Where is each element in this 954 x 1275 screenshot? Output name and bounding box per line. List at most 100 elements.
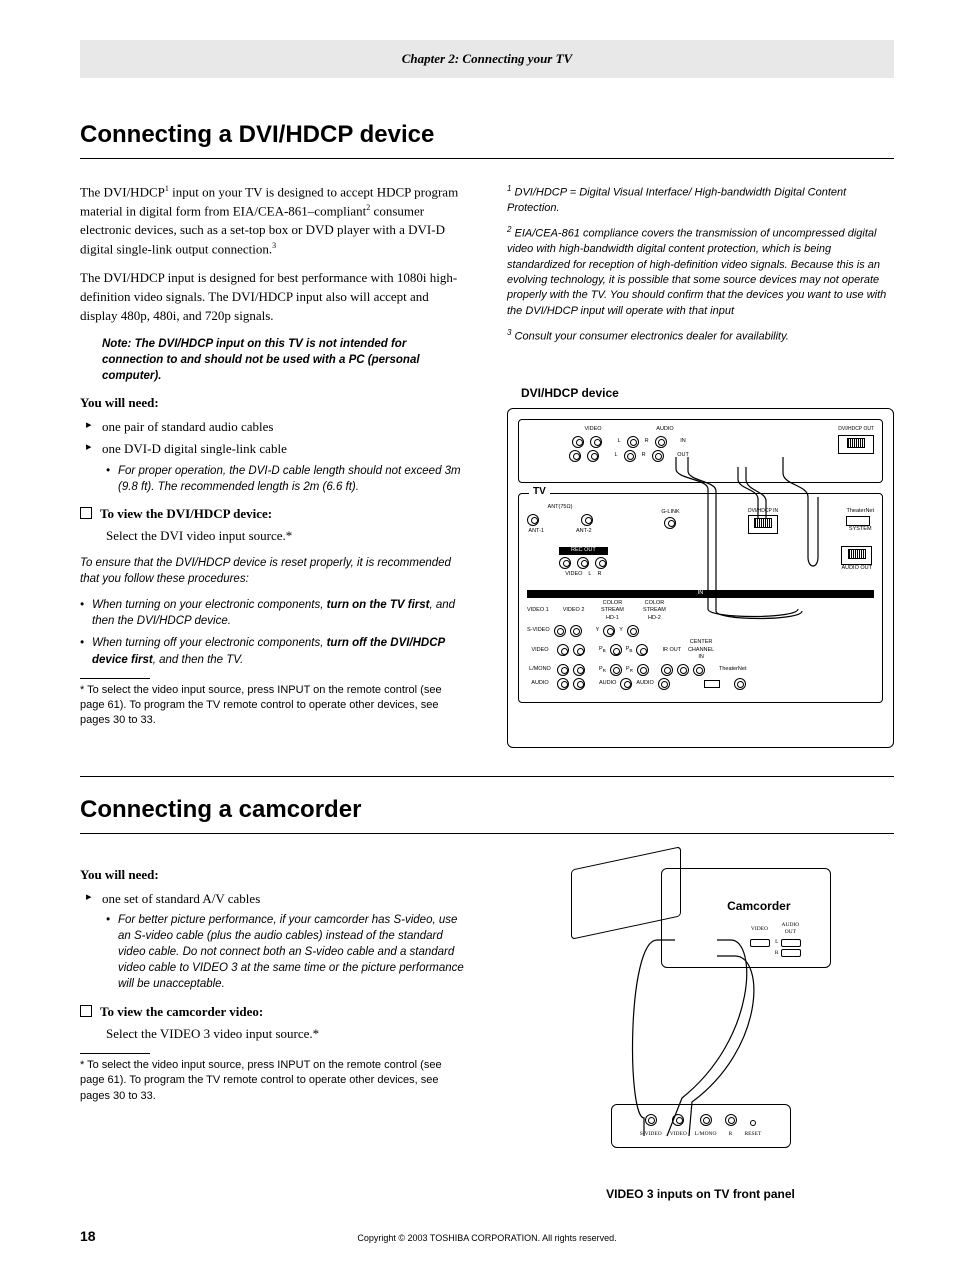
port-icon xyxy=(603,625,615,637)
vid-label: VIDEO xyxy=(565,571,582,579)
cam-body xyxy=(661,868,831,968)
port-icon xyxy=(693,664,705,676)
diagram1-label: DVI/HDCP device xyxy=(521,385,894,402)
irout-label: IR OUT xyxy=(662,647,681,655)
d-video-label: VIDEO xyxy=(573,426,613,434)
section2-foot: * To select the video input source, pres… xyxy=(80,1058,467,1104)
cs1-label: COLOR STREAM HD-1 xyxy=(598,600,626,623)
port-icon xyxy=(587,450,599,462)
cam-label: Camcorder xyxy=(727,898,790,915)
camcorder-shape: Camcorder VIDEO AUDIOOUT L R xyxy=(571,858,831,978)
rfoot3: 3 Consult your consumer electronics deal… xyxy=(507,327,894,345)
proc2a: When turning off your electronic compone… xyxy=(92,637,327,649)
pb-label: PB xyxy=(626,646,633,655)
l-label: L xyxy=(775,939,778,947)
port-icon xyxy=(637,664,649,676)
section1-note: Note: The DVI/HDCP input on this TV is n… xyxy=(102,336,467,384)
section1-ensure: To ensure that the DVI/HDCP device is re… xyxy=(80,555,467,587)
fp-r: R xyxy=(725,1131,737,1139)
port-icon xyxy=(652,450,664,462)
port-icon xyxy=(658,678,670,690)
page-number: 18 xyxy=(80,1227,96,1247)
port-icon xyxy=(636,644,648,656)
port-icon xyxy=(527,514,539,526)
pr-label: PR xyxy=(599,666,606,675)
svideo-label: S-VIDEO xyxy=(527,627,550,635)
switch-icon xyxy=(704,680,720,688)
system-label: SYSTEM xyxy=(846,526,874,534)
section1-need2: one DVI-D digital single-link cable xyxy=(102,440,467,458)
port-icon xyxy=(655,436,667,448)
audio-label: AUDIO xyxy=(636,680,653,688)
proc2c: , and then the TV. xyxy=(153,654,244,666)
rfoot2-text: EIA/CEA-861 compliance covers the transm… xyxy=(507,228,886,317)
tv-box: TV ANT(75Ω) ANT-1ANT-2 G-LINK DVI/HDCP I… xyxy=(518,493,883,703)
divider xyxy=(80,1053,150,1054)
l-label: L xyxy=(618,438,621,446)
section2-columns: You will need: one set of standard A/V c… xyxy=(80,858,894,1203)
port-icon xyxy=(577,557,589,569)
port-icon xyxy=(572,436,584,448)
port-icon xyxy=(573,664,585,676)
proc1a: When turning on your electronic componen… xyxy=(92,599,327,611)
dvi-diagram: VIDEOAUDIO LR IN LR OUT DVI/HDCP OUT TV xyxy=(507,408,894,748)
port-icon xyxy=(610,644,622,656)
pr-label: PR xyxy=(626,666,633,675)
jack-icon xyxy=(781,939,801,947)
section1-view-text: Select the DVI video input source.* xyxy=(106,527,467,545)
dvi-out-label: DVI/HDCP OUT xyxy=(838,426,874,433)
port-icon xyxy=(725,1114,737,1126)
port-icon xyxy=(661,664,673,676)
section1-title: Connecting a DVI/HDCP device xyxy=(80,118,894,159)
tnet-label2: TheaterNet xyxy=(719,666,747,674)
port-icon xyxy=(645,1114,657,1126)
view-head-text: To view the DVI/HDCP device: xyxy=(100,506,272,521)
camcorder-diagram: Camcorder VIDEO AUDIOOUT L R S-VIDEO VID… xyxy=(507,858,894,1178)
section2-need1-sub: For better picture performance, if your … xyxy=(118,912,467,992)
front-panel: S-VIDEO VIDEO L/MONO R RESET xyxy=(611,1104,791,1148)
port-icon xyxy=(627,436,639,448)
checkbox-icon xyxy=(80,507,92,519)
tv-label: TV xyxy=(529,485,550,499)
l-label: L xyxy=(615,452,618,460)
port-icon xyxy=(672,1114,684,1126)
section2-view-head: To view the camcorder video: xyxy=(80,1003,467,1021)
port-icon xyxy=(595,557,607,569)
l-label: L xyxy=(588,571,591,579)
port-icon xyxy=(610,664,622,676)
reset-icon xyxy=(750,1120,756,1126)
port-icon xyxy=(664,517,676,529)
audio-label: AUDIO xyxy=(599,680,616,688)
port-icon xyxy=(620,678,632,690)
section1-p2: The DVI/HDCP input is designed for best … xyxy=(80,269,467,326)
port-icon xyxy=(590,436,602,448)
dvi-port-icon xyxy=(848,549,866,559)
divider xyxy=(80,678,150,679)
dvi-in-label: DVI/HDCP IN xyxy=(748,508,778,515)
audio-out-label: AUDIOOUT xyxy=(782,922,800,937)
proc1b: turn on the TV first xyxy=(327,599,430,611)
fp-svideo: S-VIDEO xyxy=(640,1131,662,1139)
port-icon xyxy=(700,1114,712,1126)
in-label: IN xyxy=(680,438,686,446)
chapter-header: Chapter 2: Connecting your TV xyxy=(80,40,894,78)
fp-reset: RESET xyxy=(745,1131,762,1139)
jack-icon xyxy=(750,939,770,947)
section1-right-col: 1 DVI/HDCP = Digital Visual Interface/ H… xyxy=(507,183,894,748)
section1-proc2: When turning off your electronic compone… xyxy=(92,635,467,667)
r-label: R xyxy=(645,438,649,446)
r-label: R xyxy=(775,950,779,958)
section2-left-col: You will need: one set of standard A/V c… xyxy=(80,858,467,1203)
jack-icon xyxy=(781,949,801,957)
section-divider xyxy=(80,776,894,777)
out-label: OUT xyxy=(677,452,689,460)
fp-lmono: L/MONO xyxy=(695,1131,717,1139)
in-label: IN xyxy=(527,590,874,598)
section1-left-col: The DVI/HDCP1 input on your TV is design… xyxy=(80,183,467,748)
section2-need-head: You will need: xyxy=(80,866,467,884)
section1-proc1: When turning on your electronic componen… xyxy=(92,597,467,629)
dvi-device-box: VIDEOAUDIO LR IN LR OUT DVI/HDCP OUT xyxy=(518,419,883,483)
recout-label: REC OUT xyxy=(559,547,608,555)
lmono-label: L/MONO xyxy=(527,666,553,674)
r-label: R xyxy=(597,571,601,579)
